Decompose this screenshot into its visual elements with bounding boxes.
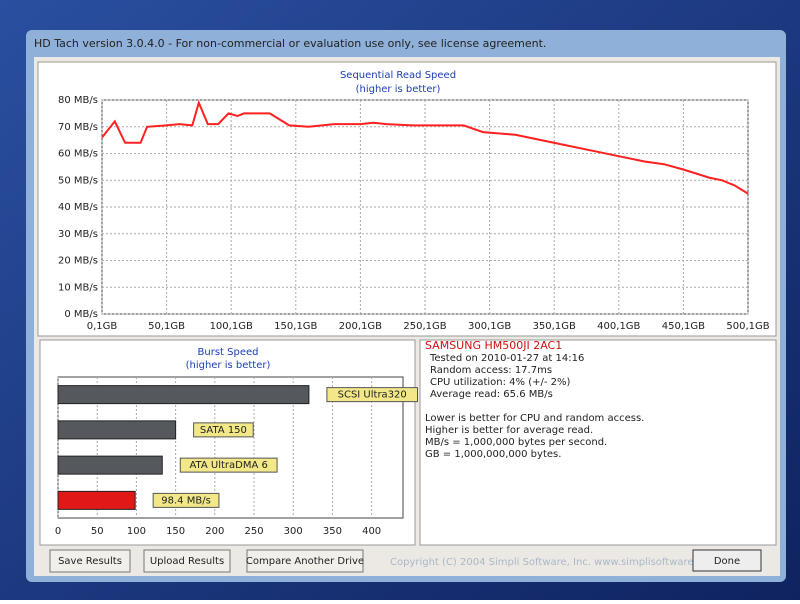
chart-subtitle: (higher is better) [186,360,271,371]
y-tick-label: 0 MB/s [64,309,98,320]
chart-title: Burst Speed [198,347,259,358]
info-detail: Random access: 17.7ms [430,365,552,376]
x-tick-label: 250 [244,526,263,537]
info-detail: Tested on 2010-01-27 at 14:16 [429,353,584,364]
x-tick-label: 100,1GB [210,321,253,332]
x-tick-label: 250,1GB [403,321,446,332]
bar-label-box [326,387,419,403]
y-tick-label: 50 MB/s [58,175,98,186]
bar-label: 98.4 MB/s [161,495,211,506]
y-tick-label: 70 MB/s [58,122,98,133]
x-tick-label: 0 [55,526,61,537]
button-label[interactable]: Save Results [58,556,122,567]
plot-area [101,99,749,315]
bar-label: ATA UltraDMA 6 [189,460,267,471]
bar [57,385,310,405]
x-tick-label: 300 [284,526,303,537]
x-tick-label: 400,1GB [597,321,640,332]
button[interactable] [49,549,131,573]
copyright: Copyright (C) 2004 Simpli Software, Inc.… [390,557,718,568]
info-note: Higher is better for average read. [425,425,593,436]
info-detail: Average read: 65.6 MB/s [430,389,553,400]
done-button[interactable] [692,549,762,572]
x-tick-label: 300,1GB [468,321,511,332]
x-tick-label: 0,1GB [87,321,118,332]
info-note: GB = 1,000,000,000 bytes. [425,449,561,460]
y-tick-label: 60 MB/s [58,149,98,160]
window-title: HD Tach version 3.0.4.0 - For non-commer… [34,37,546,50]
bar [57,455,163,475]
y-tick-label: 10 MB/s [58,282,98,293]
done-label[interactable]: Done [714,556,740,567]
y-tick-label: 20 MB/s [58,256,98,267]
bar-label: SATA 150 [200,425,247,436]
x-tick-label: 350 [323,526,342,537]
button[interactable] [246,549,364,573]
bar [57,490,136,510]
info-note: Lower is better for CPU and random acces… [425,413,644,424]
x-tick-label: 450,1GB [662,321,705,332]
bar-label-box [179,457,278,473]
read-line [101,99,749,195]
bar [57,420,177,440]
y-tick-label: 80 MB/s [58,95,98,106]
x-tick-label: 50,1GB [148,321,185,332]
info-panel [419,339,777,546]
x-tick-label: 350,1GB [533,321,576,332]
info-note: MB/s = 1,000,000 bytes per second. [425,437,607,448]
chart-title: Sequential Read Speed [340,70,456,81]
info-detail: CPU utilization: 4% (+/- 2%) [430,377,571,388]
chart-subtitle: (higher is better) [356,84,441,95]
x-tick-label: 100 [127,526,146,537]
x-tick-label: 400 [362,526,381,537]
x-tick-label: 200 [205,526,224,537]
button-label[interactable]: Upload Results [150,556,224,567]
bar-label-box [152,492,220,508]
bar-label: SCSI Ultra320 [338,390,407,401]
bar-label-box [193,422,254,438]
y-tick-label: 30 MB/s [58,229,98,240]
y-tick-label: 40 MB/s [58,202,98,213]
button[interactable] [143,549,231,573]
x-tick-label: 500,1GB [726,321,769,332]
x-tick-label: 200,1GB [339,321,382,332]
x-tick-label: 150 [166,526,185,537]
x-tick-label: 50 [91,526,104,537]
drive-name: SAMSUNG HM500JI 2AC1 [425,339,562,352]
x-tick-label: 150,1GB [274,321,317,332]
button-label[interactable]: Compare Another Drive [246,556,364,567]
